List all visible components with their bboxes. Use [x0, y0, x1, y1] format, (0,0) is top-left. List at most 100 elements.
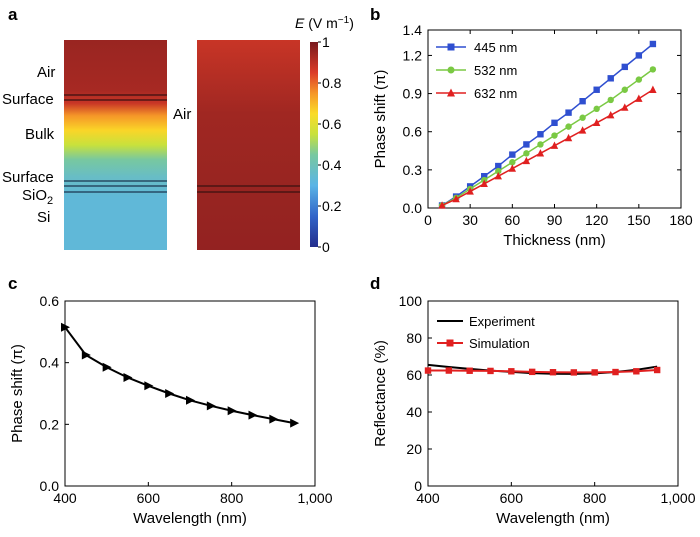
y-axis-label: Phase shift (π)	[372, 70, 389, 169]
series-line	[441, 43, 654, 207]
data-point	[452, 194, 460, 203]
colorbar-tick-label: 0	[322, 239, 330, 255]
panel-d: 400 600 800 1,000 0 20 40 60 80 100 Wavelength (nm…	[372, 293, 696, 527]
y-tick-label: 0.2	[40, 416, 60, 432]
plot-frame	[427, 29, 682, 209]
data-point	[536, 149, 545, 157]
y-tick-label: 0.6	[403, 124, 423, 140]
data-point	[564, 133, 573, 142]
y-tick-label: 100	[399, 293, 423, 309]
data-point	[579, 114, 586, 121]
x-axis-label: Wavelength (nm)	[496, 510, 610, 527]
colorbar-tick-label: 0.2	[322, 198, 342, 214]
y-tick-label: 40	[406, 404, 422, 420]
layer-label-bulk: Bulk	[25, 126, 55, 143]
data-point	[509, 159, 516, 166]
x-tick-label: 60	[505, 212, 521, 228]
data-point	[447, 88, 455, 97]
data-point	[607, 75, 614, 82]
data-point	[508, 164, 517, 172]
data-point	[447, 43, 455, 51]
x-tick-label: 0	[424, 212, 432, 228]
panel-label-d: d	[370, 274, 380, 293]
data-point	[123, 372, 133, 382]
x-axis-label: Thickness (nm)	[503, 232, 606, 249]
data-point	[438, 201, 446, 209]
data-point	[102, 362, 112, 372]
data-point	[653, 366, 661, 374]
x-tick-label: 30	[462, 212, 478, 228]
data-point	[621, 103, 629, 111]
x-tick-label: 800	[583, 490, 607, 506]
data-point	[61, 322, 70, 332]
panel-label-a: a	[8, 5, 18, 24]
data-point	[649, 40, 657, 48]
legend-label: 445 nm	[474, 40, 517, 55]
data-point	[481, 173, 488, 180]
y-axis-label: Phase shift (π)	[9, 344, 26, 443]
data-point	[509, 151, 516, 158]
x-tick-label: 1,000	[660, 490, 695, 506]
colorbar-tick-label: 1	[322, 34, 330, 50]
y-tick-label: 20	[406, 441, 422, 457]
y-tick-label: 60	[406, 367, 422, 383]
y-tick-label: 1.4	[403, 22, 423, 38]
x-tick-label: 120	[585, 212, 609, 228]
data-point	[549, 369, 557, 376]
data-point	[621, 63, 628, 71]
data-point	[593, 105, 600, 113]
data-point	[570, 369, 578, 376]
plot-frame	[64, 300, 316, 487]
x-tick-label: 400	[416, 490, 440, 506]
x-tick-label: 600	[500, 490, 524, 506]
x-tick-label: 400	[53, 490, 77, 506]
y-tick-label: 1.2	[403, 47, 423, 63]
layer-label-air-right: Air	[173, 106, 191, 123]
data-point	[621, 86, 628, 93]
y-tick-label: 0.3	[403, 162, 423, 178]
series-phase-shift	[61, 322, 300, 428]
plot-frame	[427, 300, 679, 487]
data-point	[227, 406, 237, 416]
left-field-map	[64, 40, 167, 250]
data-point	[551, 119, 558, 127]
data-point	[186, 395, 195, 405]
data-point	[269, 414, 279, 424]
data-point	[635, 94, 643, 102]
series-532-nm	[438, 66, 657, 209]
data-point	[537, 141, 544, 148]
data-point	[495, 162, 502, 170]
data-point	[551, 132, 558, 139]
series-line	[441, 89, 654, 207]
data-point	[612, 368, 619, 376]
panel-c: 400 600 800 1,000 0.0 0.2 0.4 0.6 Wavelength (nm…	[9, 293, 333, 527]
y-tick-label: 0.0	[403, 200, 423, 216]
data-point	[565, 109, 572, 116]
y-axis-label: Reflectance (%)	[372, 340, 389, 447]
data-point	[494, 172, 502, 180]
colorbar	[310, 42, 318, 247]
y-tick-label: 80	[406, 330, 422, 346]
data-point	[607, 110, 615, 119]
y-tick-label: 0.6	[40, 293, 60, 309]
data-point	[508, 368, 515, 375]
data-point	[578, 126, 587, 134]
data-point	[81, 350, 91, 360]
legend-label: 532 nm	[474, 63, 517, 78]
series-445-nm	[438, 40, 657, 209]
data-point	[649, 66, 657, 73]
data-point	[165, 389, 175, 398]
x-tick-label: 1,000	[297, 490, 332, 506]
data-point	[206, 401, 216, 411]
data-point	[466, 187, 474, 195]
layer-label-surface-bottom: Surface	[2, 169, 54, 186]
colorbar-tick-label: 0.4	[322, 157, 342, 173]
data-point	[537, 131, 544, 138]
data-point	[424, 367, 432, 374]
legend-label: Experiment	[469, 314, 535, 329]
x-tick-label: 150	[627, 212, 651, 228]
data-point	[593, 86, 600, 93]
y-tick-label: 0.0	[40, 478, 60, 494]
layer-label-si: Si	[37, 209, 50, 226]
